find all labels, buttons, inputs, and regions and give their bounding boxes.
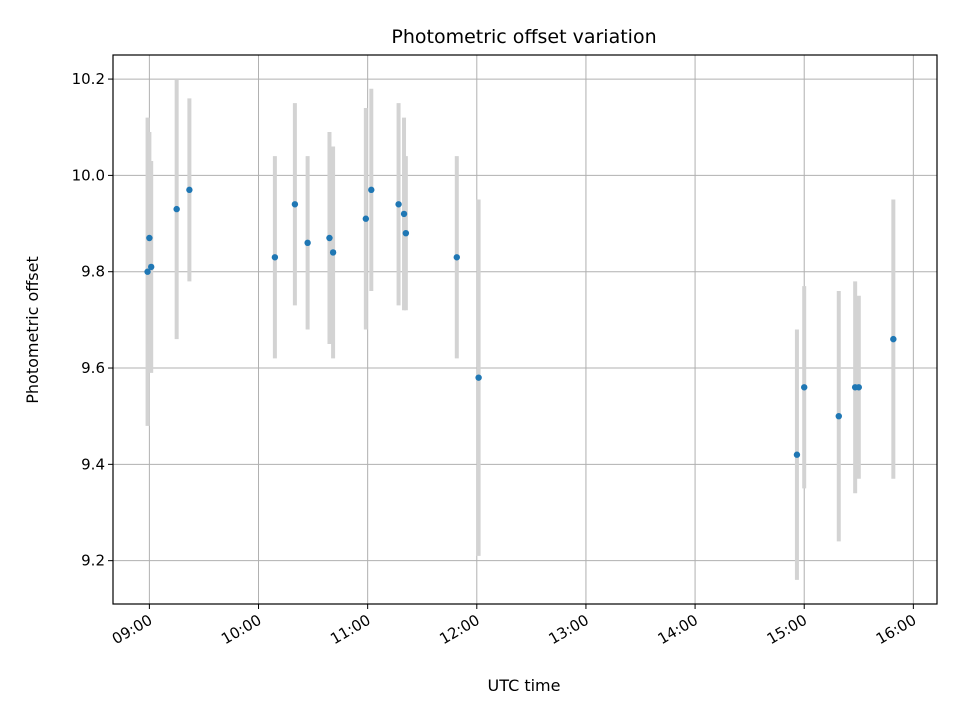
data-point xyxy=(835,412,842,420)
data-point xyxy=(400,210,408,218)
data-point xyxy=(326,234,333,242)
y-tick-label: 10.0 xyxy=(72,166,105,184)
data-point xyxy=(395,201,402,208)
y-tick-label: 9.6 xyxy=(81,359,105,377)
plot-frame xyxy=(112,54,938,605)
data-point xyxy=(402,229,410,237)
y-tick-label: 9.2 xyxy=(81,552,105,570)
data-point xyxy=(453,254,460,261)
data-point xyxy=(146,234,153,242)
chart-title: Photometric offset variation xyxy=(391,26,656,48)
data-point xyxy=(186,186,193,194)
y-tick-label: 9.4 xyxy=(81,455,105,473)
data-point xyxy=(855,384,862,391)
data-point xyxy=(173,205,180,213)
data-point xyxy=(890,335,897,343)
data-point xyxy=(793,451,801,458)
data-point xyxy=(271,254,279,261)
data-point xyxy=(801,384,808,391)
data-point xyxy=(291,201,299,208)
data-point xyxy=(329,249,337,256)
data-point xyxy=(147,263,155,271)
y-tick-label: 9.8 xyxy=(81,263,105,281)
x-axis-label: UTC time xyxy=(488,676,561,695)
y-axis-ticks: 9.2 9.4 9.6 9.8 10.0 10.2 xyxy=(72,70,113,570)
data-points xyxy=(144,186,897,458)
y-tick-label: 10.2 xyxy=(72,70,105,88)
data-point xyxy=(368,186,375,194)
data-point xyxy=(475,374,482,381)
y-axis-label: Photometric offset xyxy=(23,256,42,404)
data-point xyxy=(362,215,370,222)
data-point xyxy=(304,239,311,247)
data-point xyxy=(144,268,151,275)
